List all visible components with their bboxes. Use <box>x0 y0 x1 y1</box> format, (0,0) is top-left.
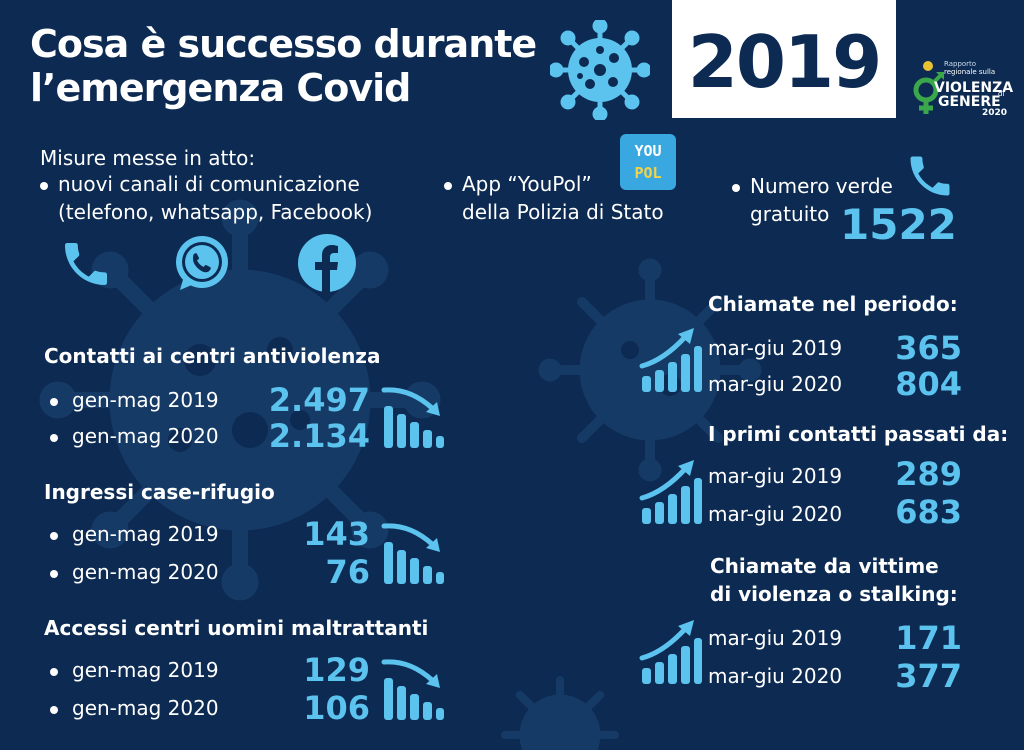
channels-line-1: nuovi canali di comunicazione <box>58 172 360 196</box>
trend-up-icon <box>639 328 702 392</box>
right-section-3-row-1-label: mar-giu 2019 <box>708 626 843 650</box>
hotline-line-1: Numero verde <box>750 174 893 198</box>
right-section-2-row-2-label: mar-giu 2020 <box>708 502 843 526</box>
logo-text-1: Rapporto <box>944 60 977 68</box>
trend-down-icon <box>381 387 444 448</box>
whatsapp-icon <box>176 236 228 290</box>
right-section-2-title: I primi contatti passati da: <box>708 422 1009 446</box>
right-section-2-row-1-value: 289 <box>895 455 962 493</box>
gender-symbol-icon <box>913 61 944 114</box>
right-section-1-title: Chiamate nel periodo: <box>708 292 958 316</box>
left-section-3-title: Accessi centri uomini maltrattanti <box>44 616 429 640</box>
facebook-icon <box>298 234 356 294</box>
right-section-3-row-2-value: 377 <box>895 657 962 695</box>
left-section-1-row-1-label: gen-mag 2019 <box>50 388 219 412</box>
title-line-2: l’emergenza Covid <box>30 66 411 110</box>
left-section-3-row-1-label: gen-mag 2019 <box>50 658 219 682</box>
hotline-number: 1522 <box>840 200 957 249</box>
left-section-1-row-2-value: 2.134 <box>268 417 370 455</box>
app-line-2: della Polizia di Stato <box>462 200 664 224</box>
right-section-3-title: Chiamate da vittime di violenza o stalki… <box>710 552 958 608</box>
logo-text-6: 2020 <box>982 108 1008 118</box>
left-section-3-row-1-value: 129 <box>303 651 370 689</box>
right-section-1-row-2-value: 804 <box>895 365 962 403</box>
right-section-3-title-line-2: di violenza o stalking: <box>710 582 958 606</box>
left-section-2-row-1-label: gen-mag 2019 <box>50 522 219 546</box>
right-section-2-row-1-label: mar-giu 2019 <box>708 464 843 488</box>
app-line-1: App “YouPol” <box>462 172 592 196</box>
left-section-2-row-2-value: 76 <box>325 553 370 591</box>
youpol-icon-top: YOU <box>634 142 662 160</box>
right-section-3-row-2-label: mar-giu 2020 <box>708 664 843 688</box>
right-section-3-title-line-1: Chiamate da vittime <box>710 554 939 578</box>
channels-line-2: (telefono, whatsapp, Facebook) <box>58 200 373 224</box>
trend-up-icon <box>639 460 702 524</box>
left-section-1-title: Contatti ai centri antiviolenza <box>44 344 381 368</box>
left-section-3-row-2-label: gen-mag 2020 <box>50 696 219 720</box>
right-section-1-row-1-value: 365 <box>895 329 962 367</box>
right-section-1-row-1-label: mar-giu 2019 <box>708 336 843 360</box>
logo-text-5: GENERE <box>938 94 1001 110</box>
youpol-app-icon: YOU POL <box>620 134 676 190</box>
trend-down-icon <box>381 523 444 584</box>
page-title: Cosa è successo durante l’emergenza Covi… <box>30 22 570 110</box>
right-section-2-row-2-value: 683 <box>895 493 962 531</box>
year-box <box>672 0 896 118</box>
logo-text-3: VIOLENZA <box>934 80 1014 96</box>
trend-down-icon <box>381 659 444 720</box>
measures-title: Misure messe in atto: <box>40 146 256 170</box>
youpol-icon-bottom: POL <box>634 164 662 182</box>
hotline-item: Numero verde gratuito <box>732 172 893 228</box>
left-section-1-row-2-label: gen-mag 2020 <box>50 424 219 448</box>
logo-text-2: regionale sulla <box>944 68 996 76</box>
left-section-2-title: Ingressi case-rifugio <box>44 480 275 504</box>
trend-up-icon <box>639 620 702 684</box>
report-logo: Rapporto regionale sulla VIOLENZA di GEN… <box>908 56 1020 118</box>
left-section-3-row-2-value: 106 <box>303 689 370 727</box>
logo-text-4: di <box>998 90 1005 98</box>
year-label: 2019 <box>687 20 882 104</box>
right-section-1-row-2-label: mar-giu 2020 <box>708 372 843 396</box>
hotline-line-2: gratuito <box>750 202 830 226</box>
left-section-1-row-1-value: 2.497 <box>268 381 370 419</box>
left-section-2-row-1-value: 143 <box>303 515 370 553</box>
right-section-3-row-1-value: 171 <box>895 619 962 657</box>
app-item: App “YouPol” della Polizia di Stato <box>444 170 664 226</box>
phone-icon <box>65 243 107 285</box>
left-section-2-row-2-label: gen-mag 2020 <box>50 560 219 584</box>
hotline-phone-icon <box>910 156 950 196</box>
virus-icon <box>550 20 650 120</box>
title-line-1: Cosa è successo durante <box>30 22 537 66</box>
channels-item: nuovi canali di comunicazione (telefono,… <box>40 170 372 226</box>
